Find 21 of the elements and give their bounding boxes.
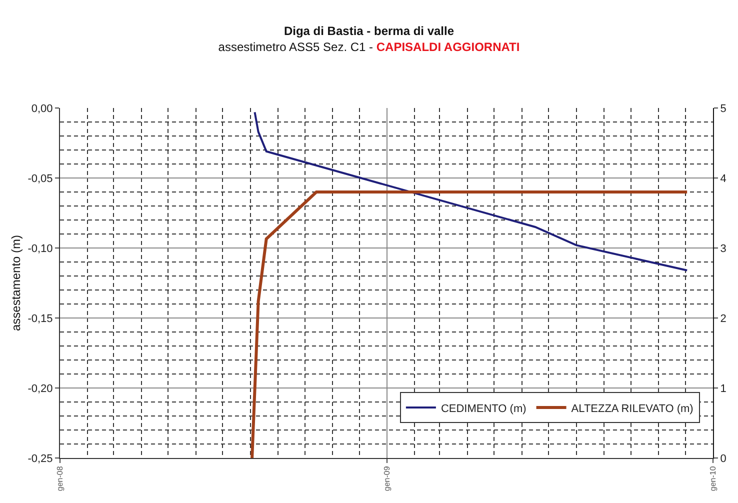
- legend-label: CEDIMENTO (m): [440, 402, 526, 415]
- y2-tick-label: 4: [720, 172, 726, 185]
- y2-tick-label: 1: [720, 382, 726, 395]
- y2-tick-label: 2: [720, 312, 726, 325]
- y-axis-title: assestamento (m): [9, 234, 24, 332]
- y-tick-label: -0,15: [28, 312, 53, 325]
- line-series: [254, 111, 688, 272]
- chart-subtitle: assestimetro ASS5 Sez. C1 - CAPISALDI AGGIORNATI: [218, 40, 520, 54]
- y-tick-label: -0,10: [28, 242, 53, 255]
- y2-tick-label: 5: [720, 102, 726, 115]
- x-tick-label: gen-09: [382, 466, 392, 492]
- y2-tick-label: 0: [720, 452, 726, 465]
- y-tick-label: -0,05: [28, 172, 53, 185]
- y-tick-label: -0,25: [28, 452, 53, 465]
- y-tick-label: 0,00: [31, 102, 53, 115]
- x-tick-label: gen-10: [708, 466, 718, 492]
- y2-tick-label: 3: [720, 242, 726, 255]
- legend-label: ALTEZZA RILEVATO (m): [571, 402, 694, 415]
- chart-title: Diga di Bastia - berma di valle: [284, 24, 454, 38]
- y-tick-label: -0,20: [28, 382, 53, 395]
- x-tick-label: gen-08: [56, 466, 65, 492]
